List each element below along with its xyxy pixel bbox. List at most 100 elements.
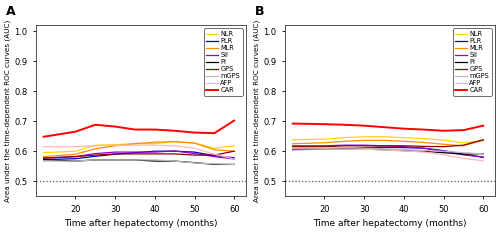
Y-axis label: Area under the time-dependent ROC curves (AUC): Area under the time-dependent ROC curves… [5, 20, 12, 202]
GPS [401, 144, 407, 147]
NLR [420, 137, 426, 140]
AFP [361, 148, 367, 151]
PI [172, 160, 177, 162]
PLR [401, 146, 407, 149]
PLR [152, 150, 158, 153]
AFP [152, 144, 158, 147]
Line: mGPS: mGPS [292, 147, 483, 154]
PI [132, 158, 138, 161]
PI [440, 151, 446, 154]
CAR [152, 128, 158, 131]
NLR [72, 150, 78, 153]
MLR [40, 155, 46, 158]
AFP [342, 148, 347, 151]
GPS [342, 144, 347, 147]
GPS [192, 154, 198, 157]
CAR [420, 128, 426, 131]
NLR [342, 136, 347, 139]
CAR [381, 126, 387, 129]
MLR [192, 142, 198, 144]
GPS [480, 138, 486, 141]
CAR [480, 124, 486, 127]
mGPS [172, 160, 177, 162]
SII [361, 144, 367, 147]
PLR [172, 150, 177, 153]
PI [361, 148, 367, 151]
SII [342, 144, 347, 147]
AFP [401, 150, 407, 152]
Line: AFP: AFP [44, 145, 234, 159]
PI [192, 161, 198, 164]
GPS [231, 150, 237, 153]
PLR [361, 146, 367, 149]
mGPS [440, 150, 446, 153]
AFP [440, 153, 446, 156]
PLR [440, 149, 446, 152]
NLR [152, 142, 158, 145]
SII [192, 152, 198, 155]
mGPS [322, 147, 328, 150]
SII [401, 145, 407, 148]
PLR [480, 156, 486, 159]
AFP [132, 144, 138, 147]
CAR [212, 132, 218, 135]
SII [322, 144, 328, 147]
MLR [172, 140, 177, 143]
AFP [290, 147, 296, 150]
AFP [92, 144, 98, 147]
CAR [192, 131, 198, 134]
MLR [480, 139, 486, 141]
Line: MLR: MLR [292, 140, 483, 146]
Legend: NLR, PLR, MLR, SII, PI, GPS, mGPS, AFP, CAR: NLR, PLR, MLR, SII, PI, GPS, mGPS, AFP, … [204, 28, 243, 96]
Line: NLR: NLR [44, 142, 234, 153]
mGPS [212, 162, 218, 165]
PLR [420, 147, 426, 150]
PI [112, 158, 118, 161]
GPS [172, 153, 177, 155]
AFP [40, 145, 46, 148]
SII [480, 156, 486, 159]
NLR [112, 143, 118, 146]
NLR [460, 141, 466, 144]
PI [212, 163, 218, 166]
MLR [92, 147, 98, 150]
GPS [420, 145, 426, 148]
PI [381, 148, 387, 151]
Line: GPS: GPS [44, 151, 234, 158]
SII [381, 144, 387, 147]
GPS [381, 144, 387, 147]
X-axis label: Time after hepatectomy (months): Time after hepatectomy (months) [64, 219, 218, 228]
CAR [322, 123, 328, 126]
NLR [172, 140, 177, 143]
CAR [401, 127, 407, 130]
MLR [112, 144, 118, 147]
MLR [290, 142, 296, 145]
SII [132, 151, 138, 154]
Text: A: A [6, 5, 16, 18]
mGPS [231, 163, 237, 166]
PI [342, 147, 347, 150]
PI [92, 158, 98, 161]
Line: PI: PI [44, 160, 234, 164]
NLR [132, 142, 138, 145]
NLR [381, 135, 387, 138]
GPS [40, 157, 46, 160]
PI [231, 163, 237, 166]
SII [92, 152, 98, 155]
Y-axis label: Area under the time-dependent ROC curves (AUC): Area under the time-dependent ROC curves… [254, 20, 260, 202]
GPS [290, 145, 296, 148]
NLR [401, 136, 407, 139]
PLR [72, 157, 78, 160]
SII [72, 155, 78, 158]
X-axis label: Time after hepatectomy (months): Time after hepatectomy (months) [313, 219, 466, 228]
Line: mGPS: mGPS [44, 160, 234, 164]
AFP [381, 149, 387, 151]
SII [40, 157, 46, 160]
PLR [112, 153, 118, 156]
PLR [342, 147, 347, 150]
SII [290, 144, 296, 147]
SII [172, 150, 177, 152]
AFP [460, 157, 466, 160]
AFP [112, 144, 118, 147]
MLR [322, 141, 328, 144]
